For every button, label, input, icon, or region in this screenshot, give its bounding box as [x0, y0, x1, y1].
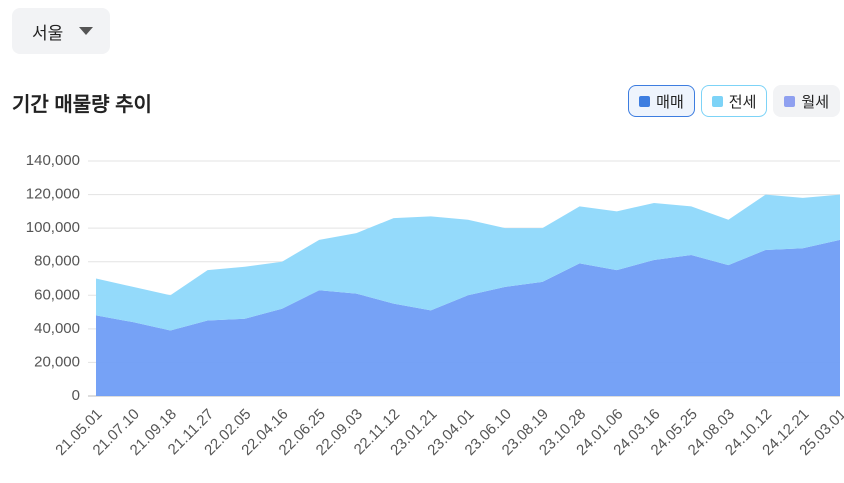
- legend: 매매 전세 월세: [628, 85, 840, 117]
- y-tick-label: 0: [72, 387, 80, 404]
- legend-label: 매매: [656, 93, 684, 111]
- y-tick-label: 20,000: [34, 353, 80, 370]
- legend-marker: [784, 95, 796, 107]
- area: [96, 239, 840, 396]
- y-tick-label: 60,000: [34, 286, 80, 303]
- y-tick-label: 100,000: [26, 219, 80, 236]
- legend-marker: [711, 95, 723, 107]
- dropdown-arrow: [79, 27, 94, 35]
- area: [96, 194, 840, 331]
- legend-item[interactable]: 월세: [773, 85, 840, 117]
- y-tick-label: 80,000: [34, 253, 80, 270]
- legend-item[interactable]: 매매: [628, 85, 695, 117]
- chart: 0 20,000 40,000 60,000 80,000 100,000 120,000 1…: [26, 152, 844, 459]
- legend-marker: [639, 95, 651, 107]
- y-tick-label: 140,000: [26, 152, 80, 169]
- region-dropdown[interactable]: 서울: [12, 8, 110, 54]
- region-label: 서울: [32, 23, 64, 43]
- y-tick-label: 40,000: [34, 320, 80, 337]
- chart-title: 기간 매물량 추이: [12, 94, 152, 116]
- y-tick-label: 120,000: [26, 186, 80, 203]
- legend-label: 전세: [728, 93, 757, 111]
- legend-item[interactable]: 전세: [700, 85, 768, 117]
- legend-label: 월세: [801, 93, 829, 111]
